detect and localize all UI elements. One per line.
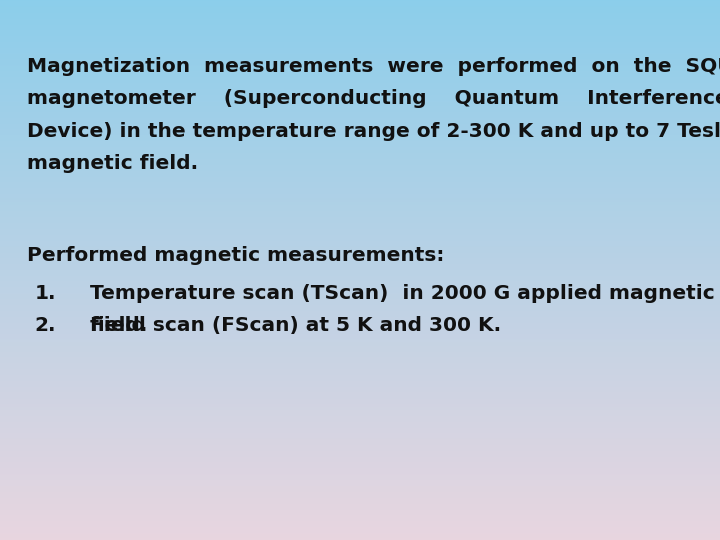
Text: magnetometer    (Superconducting    Quantum    Interference: magnetometer (Superconducting Quantum In…: [27, 89, 720, 108]
Text: Magnetization  measurements  were  performed  on  the  SQUID-: Magnetization measurements were performe…: [27, 57, 720, 76]
Text: Field scan (FScan) at 5 K and 300 K.: Field scan (FScan) at 5 K and 300 K.: [90, 316, 501, 335]
Text: 1.: 1.: [35, 284, 56, 302]
Text: Performed magnetic measurements:: Performed magnetic measurements:: [27, 246, 445, 265]
Text: Temperature scan (TScan)  in 2000 G applied magnetic: Temperature scan (TScan) in 2000 G appli…: [90, 284, 715, 302]
Text: Device) in the temperature range of 2-300 K and up to 7 Tesla: Device) in the temperature range of 2-30…: [27, 122, 720, 140]
Text: 2.: 2.: [35, 316, 56, 335]
Text: field.: field.: [90, 316, 148, 335]
Text: magnetic field.: magnetic field.: [27, 154, 199, 173]
